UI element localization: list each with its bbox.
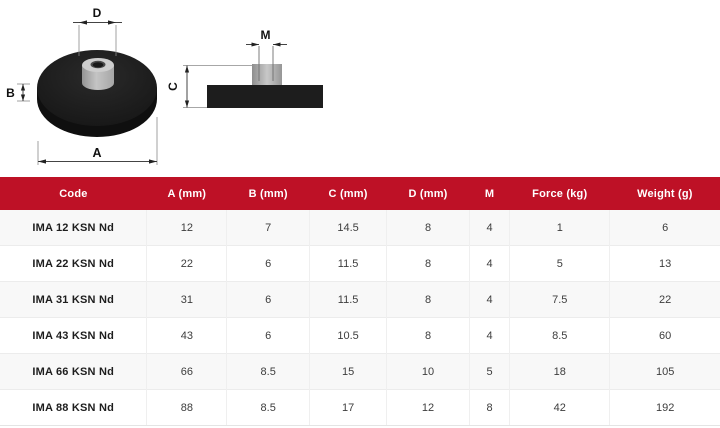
cell-code: IMA 43 KSN Nd — [0, 317, 147, 354]
cell-b: 6 — [226, 317, 310, 354]
cell-c: 11.5 — [309, 245, 387, 282]
dimension-d-label: D — [93, 6, 102, 20]
cell-m: 4 — [468, 317, 510, 354]
cell-code: IMA 22 KSN Nd — [0, 245, 147, 282]
dimension-b-label: B — [6, 86, 15, 100]
cell-force: 5 — [509, 245, 610, 282]
dimension-c — [183, 65, 252, 108]
cell-a: 66 — [146, 353, 227, 390]
threaded-bushing-side — [252, 64, 282, 85]
pot-magnet-iso-view: D B A — [6, 6, 158, 165]
table-row: IMA 22 KSN Nd 22 6 11.5 8 4 5 13 — [0, 245, 720, 282]
cell-weight: 105 — [609, 353, 720, 390]
cell-b: 7 — [226, 210, 310, 246]
cell-d: 10 — [386, 353, 470, 390]
cell-c: 10.5 — [309, 317, 387, 354]
spec-table: Code A (mm) B (mm) C (mm) D (mm) M Force… — [0, 177, 720, 426]
technical-drawing-area: D B A — [0, 0, 720, 177]
cell-m: 4 — [468, 281, 510, 318]
col-header-c: C (mm) — [309, 177, 387, 210]
spec-table-header-row: Code A (mm) B (mm) C (mm) D (mm) M Force… — [0, 177, 720, 210]
cell-code: IMA 66 KSN Nd — [0, 353, 147, 390]
cell-code: IMA 31 KSN Nd — [0, 281, 147, 318]
col-header-d: D (mm) — [386, 177, 470, 210]
cell-a: 31 — [146, 281, 227, 318]
cell-b: 6 — [226, 281, 310, 318]
dimension-c-label: C — [166, 82, 180, 91]
pot-magnet-side-view: M C — [166, 28, 323, 108]
cell-m: 5 — [468, 353, 510, 390]
cell-b: 6 — [226, 245, 310, 282]
table-row: IMA 43 KSN Nd 43 6 10.5 8 4 8.5 60 — [0, 317, 720, 354]
cell-m: 4 — [468, 210, 510, 246]
magnet-body-side — [207, 85, 323, 108]
cell-b: 8.5 — [226, 353, 310, 390]
col-header-code: Code — [0, 177, 147, 210]
dimension-m-label: M — [261, 28, 271, 42]
cell-c: 17 — [309, 389, 387, 426]
col-header-weight: Weight (g) — [609, 177, 720, 210]
cell-a: 88 — [146, 389, 227, 426]
cell-d: 8 — [386, 281, 470, 318]
table-row: IMA 31 KSN Nd 31 6 11.5 8 4 7.5 22 — [0, 281, 720, 318]
cell-d: 8 — [386, 317, 470, 354]
cell-weight: 13 — [609, 245, 720, 282]
cell-a: 43 — [146, 317, 227, 354]
table-row: IMA 88 KSN Nd 88 8.5 17 12 8 42 192 — [0, 389, 720, 426]
col-header-b: B (mm) — [226, 177, 310, 210]
cell-force: 1 — [509, 210, 610, 246]
dimension-b — [17, 83, 30, 102]
cell-b: 8.5 — [226, 389, 310, 426]
cell-force: 7.5 — [509, 281, 610, 318]
col-header-a: A (mm) — [146, 177, 227, 210]
cell-weight: 22 — [609, 281, 720, 318]
cell-force: 18 — [509, 353, 610, 390]
cell-m: 8 — [468, 389, 510, 426]
pot-magnet-drawings: D B A — [6, 6, 323, 165]
col-header-m: M — [469, 177, 510, 210]
cell-force: 42 — [509, 389, 610, 426]
cell-m: 4 — [468, 245, 510, 282]
dimension-d — [73, 20, 122, 56]
cell-weight: 6 — [609, 210, 720, 246]
cell-d: 12 — [386, 389, 470, 426]
cell-a: 12 — [146, 210, 227, 246]
cell-d: 8 — [386, 210, 470, 246]
threaded-bushing-iso — [82, 58, 114, 90]
cell-c: 15 — [309, 353, 387, 390]
cell-weight: 192 — [609, 389, 720, 426]
cell-code: IMA 88 KSN Nd — [0, 389, 147, 426]
table-row: IMA 66 KSN Nd 66 8.5 15 10 5 18 105 — [0, 353, 720, 390]
cell-c: 14.5 — [309, 210, 387, 246]
table-row: IMA 12 KSN Nd 12 7 14.5 8 4 1 6 — [0, 210, 720, 246]
cell-weight: 60 — [609, 317, 720, 354]
cell-force: 8.5 — [509, 317, 610, 354]
cell-c: 11.5 — [309, 281, 387, 318]
dimension-a — [37, 117, 158, 165]
col-header-force: Force (kg) — [509, 177, 610, 210]
dimension-a-label: A — [92, 146, 101, 160]
cell-a: 22 — [146, 245, 227, 282]
dimension-m — [246, 42, 287, 47]
cell-code: IMA 12 KSN Nd — [32, 221, 115, 234]
cell-d: 8 — [386, 245, 470, 282]
